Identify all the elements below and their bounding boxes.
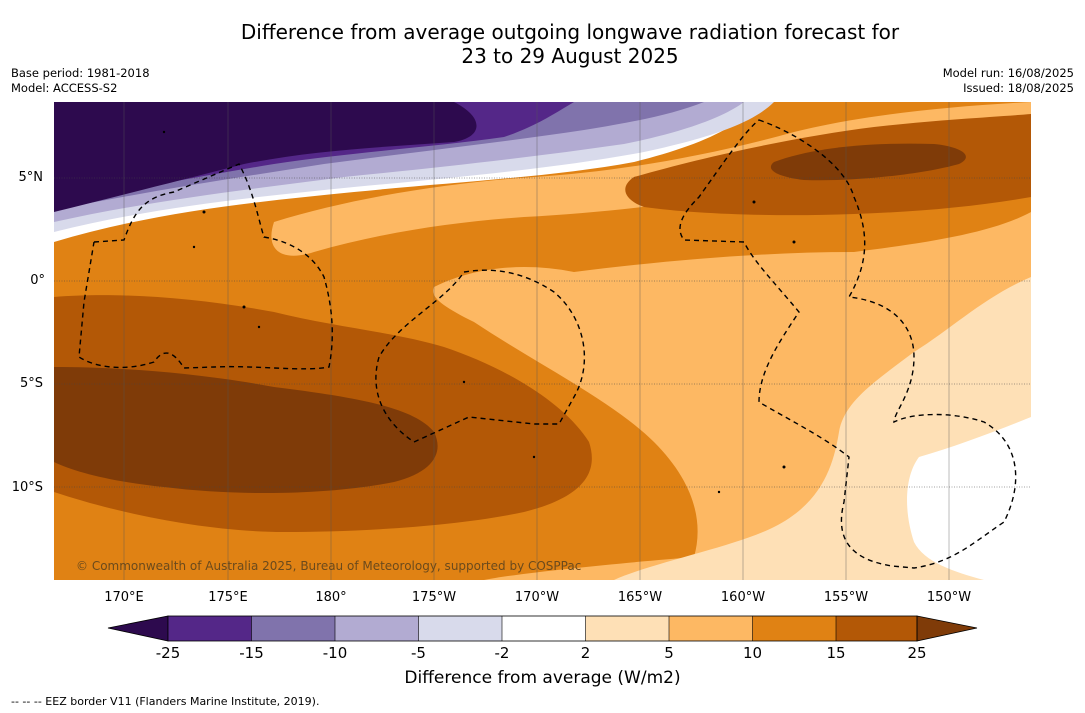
lon-label-175e: 175°E: [208, 590, 248, 605]
colorbar-tick: -15: [239, 644, 264, 662]
title-line-2: 23 to 29 August 2025: [461, 44, 679, 68]
colorbar-bin-2-5: [585, 616, 669, 641]
colorbar-tick: -25: [155, 644, 181, 662]
field-25plus-southwest: [54, 367, 438, 494]
lon-label-170w: 170°W: [514, 590, 560, 605]
lat-label-equator: 0°: [30, 273, 45, 288]
lat-label-5s: 5°S: [19, 376, 43, 391]
field-neutral-southeast: [907, 417, 1031, 580]
copyright-note: © Commonwealth of Australia 2025, Bureau…: [76, 559, 582, 573]
base-period: Base period: 1981-2018: [11, 66, 150, 80]
lon-label-175w: 175°W: [411, 590, 457, 605]
eez-footnote: -- -- -- EEZ border V11 (Flanders Marine…: [11, 695, 320, 708]
colorbar-tick: 25: [907, 644, 927, 662]
colorbar-bin-5-10: [669, 616, 753, 641]
lon-label-180: 180°: [315, 590, 347, 605]
lon-label-160w: 160°W: [720, 590, 766, 605]
lon-label-165w: 165°W: [617, 590, 663, 605]
colorbar-bin-10-15: [752, 616, 836, 641]
colorbar-bin-neg25-neg15: [168, 616, 252, 641]
lon-label-150w: 150°W: [926, 590, 972, 605]
eez-borders: [78, 119, 1017, 569]
colorbar-tick: -10: [322, 644, 348, 662]
meta-left: Base period: 1981-2018 Model: ACCESS-S2: [11, 66, 150, 95]
colorbar-bin-15-25: [836, 616, 917, 641]
lon-label-170e: 170°E: [104, 590, 144, 605]
anomaly-map: [54, 102, 1031, 580]
colorbar-bin-neg15-neg10: [251, 616, 335, 641]
colorbar-tick: 2: [580, 644, 591, 662]
colorbar-extend-low: [107, 615, 169, 642]
lat-label-10s: 10°S: [11, 480, 43, 495]
model-run: Model run: 16/08/2025: [942, 66, 1074, 80]
lon-label-155w: 155°W: [823, 590, 869, 605]
gridlines: [54, 177, 1031, 488]
colorbar-tick: -2: [494, 644, 510, 662]
issued-date: Issued: 18/08/2025: [963, 80, 1074, 95]
colorbar: [107, 615, 978, 642]
model-name: Model: ACCESS-S2: [11, 80, 118, 95]
colorbar-tick: 10: [742, 644, 763, 662]
meta-right: Model run: 16/08/2025 Issued: 18/08/2025: [943, 66, 1074, 95]
meridians: [123, 102, 950, 580]
chart-title: Difference from average outgoing longwav…: [0, 20, 1085, 68]
colorbar-bin-neg10-neg5: [335, 616, 419, 641]
title-line-1: Difference from average outgoing longwav…: [240, 20, 900, 44]
colorbar-bin-neg5-neg2: [418, 616, 502, 641]
colorbar-extend-high: [916, 615, 978, 642]
field-below-neg25-northwest: [54, 102, 477, 212]
colorbar-tick: 5: [664, 644, 674, 662]
field-25plus-northeast: [770, 143, 966, 181]
colorbar-title: Difference from average (W/m2): [404, 668, 681, 688]
colorbar-tick: 15: [826, 644, 846, 662]
lat-label-5n: 5°N: [18, 170, 44, 185]
islands: [162, 130, 796, 494]
colorbar-tick: -5: [411, 644, 426, 662]
colorbar-bin-neg2-2: [502, 616, 586, 641]
